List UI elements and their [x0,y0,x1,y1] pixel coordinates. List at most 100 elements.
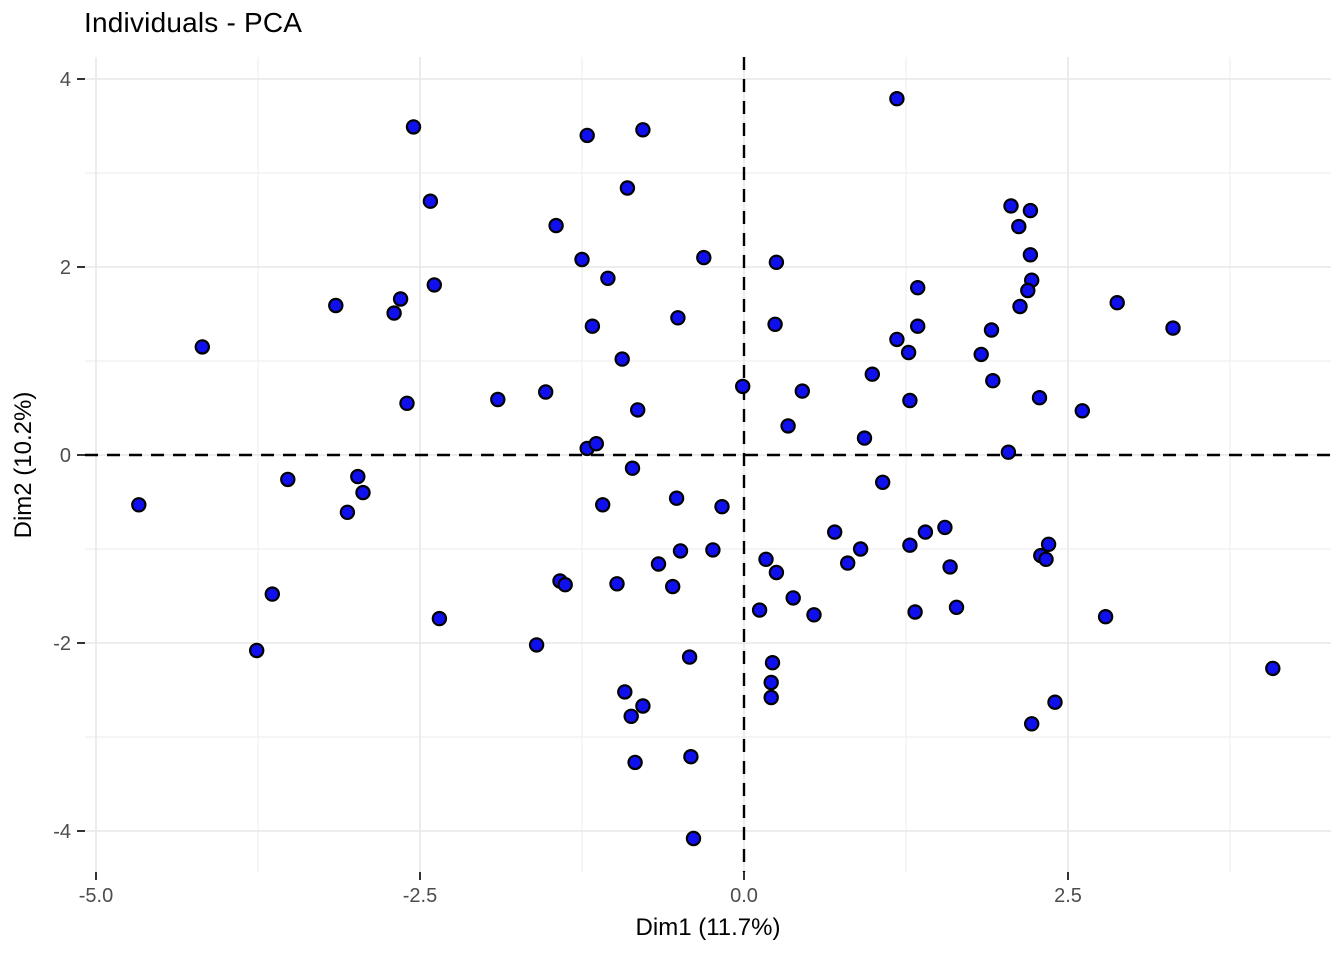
data-point [1265,660,1281,677]
data-point [619,180,636,196]
data-point [665,578,681,595]
data-point [917,524,934,540]
data-point [696,249,712,266]
data-point [538,384,554,400]
y-tick-label: -2 [53,633,71,655]
data-point [1074,403,1091,419]
data-point [910,318,926,334]
data-point [764,655,781,671]
data-point [1020,282,1036,299]
data-point [635,698,651,714]
data-point [768,254,785,270]
data-point [763,674,779,691]
data-point [339,504,356,520]
data-point [635,122,651,138]
data-point [768,564,785,581]
data-point [794,383,811,399]
y-tick-label: 4 [60,69,71,91]
y-tick-label: -4 [53,821,71,843]
data-point [280,471,296,488]
data-point [751,602,768,618]
data-point [856,430,873,446]
data-point [767,316,783,332]
data-point [595,497,611,513]
data-point [900,344,917,361]
x-tick-label: -5.0 [79,885,113,907]
data-point [528,637,545,653]
data-point [668,490,685,506]
data-point [600,270,616,286]
data-point [983,322,1000,338]
data-point [902,392,918,409]
data-point [1097,609,1114,625]
data-point [973,346,989,363]
data-point [780,418,796,434]
data-point [1109,295,1125,311]
data-point [588,436,605,452]
data-point [681,649,698,665]
data-point [557,577,573,593]
data-point [264,586,280,602]
data-point [431,610,448,627]
data-point [1031,390,1048,406]
data-point [907,604,923,620]
data-point [426,277,442,293]
data-point [249,642,265,659]
data-point [1023,716,1040,732]
data-point [806,607,822,623]
data-point [131,497,147,513]
data-point [910,280,926,296]
data-point [350,468,366,485]
data-point [683,749,699,765]
data-point [405,119,422,135]
data-point [1022,202,1039,219]
data-point [355,484,371,501]
data-point [1022,247,1039,263]
data-point [1003,198,1019,214]
data-point [1011,218,1027,235]
data-point [617,684,633,700]
data-point [1000,444,1017,460]
data-point [422,193,439,209]
data-point [758,551,774,568]
data-point [705,542,721,558]
data-point [985,373,1001,389]
data-point [1012,298,1028,315]
data-point [194,339,210,355]
data-point [942,559,958,575]
y-tick-label: 0 [60,445,71,467]
data-point [574,251,590,268]
data-point [1040,536,1057,553]
data-point [392,291,409,307]
data-point [864,366,881,382]
data-point [1038,551,1054,568]
x-axis-title: Dim1 (11.7%) [635,914,781,941]
x-tick-label: 2.5 [1054,885,1082,907]
data-point [609,576,625,592]
x-tick-label: 0.0 [730,885,758,907]
data-point [852,541,869,557]
data-point [889,331,905,348]
data-point [548,217,564,234]
data-point [399,395,415,411]
data-point [875,474,891,490]
data-point [889,90,905,107]
data-point [650,556,667,572]
data-point [763,689,779,706]
data-point [937,519,953,536]
data-point [714,499,730,515]
data-point [948,599,965,616]
data-point [827,524,843,540]
data-point [386,305,402,321]
y-axis-title: Dim2 (10.2%) [10,391,37,539]
data-point [685,830,702,847]
data-point [840,555,856,571]
data-point [672,543,689,559]
data-point [328,297,344,314]
data-point [624,460,641,476]
chart-title: Individuals - PCA [84,7,303,38]
data-point [785,590,801,606]
y-tick-label: 2 [60,257,71,279]
